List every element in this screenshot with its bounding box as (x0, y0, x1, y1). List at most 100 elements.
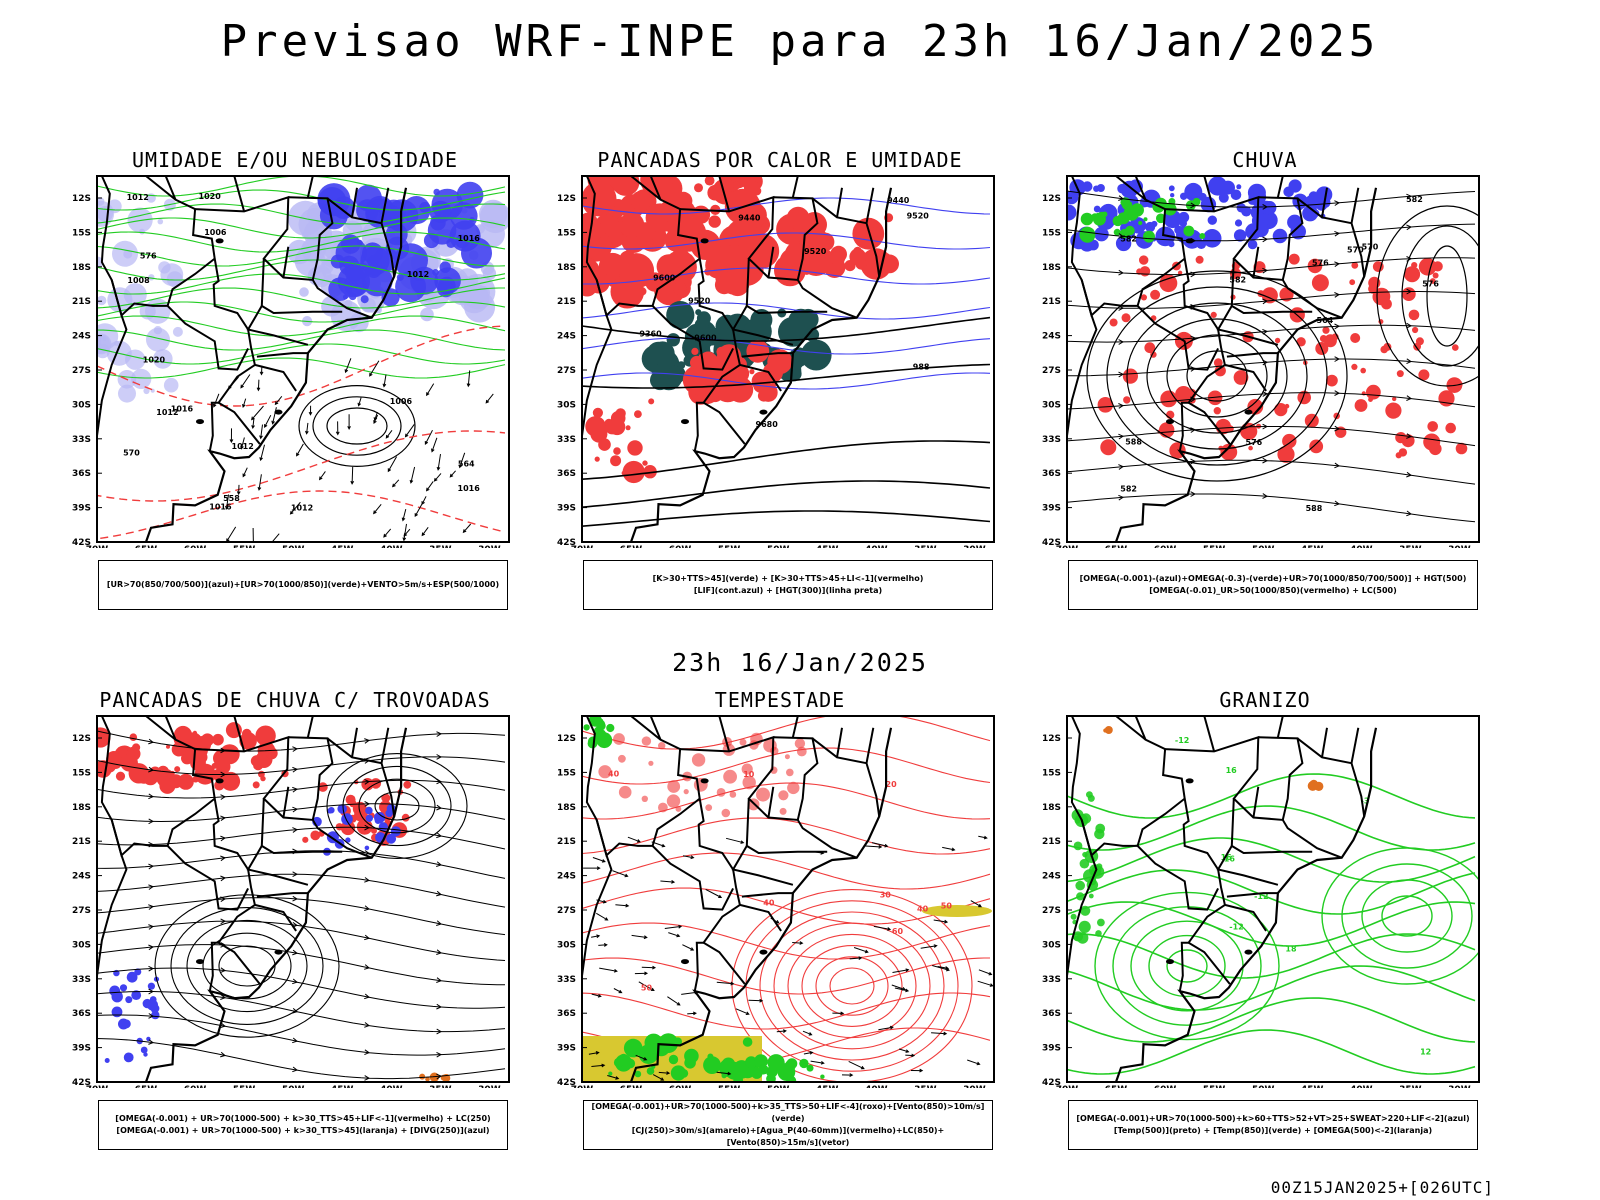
shaded-cell (1175, 386, 1193, 403)
lon-tick-label: 65W (620, 1085, 643, 1088)
border-line (101, 176, 261, 445)
contour-line (1067, 805, 1476, 851)
lon-tick-label: 65W (620, 545, 643, 548)
wind-vector (668, 932, 681, 938)
wind-vector (658, 1071, 671, 1075)
shaded-cell (749, 369, 755, 375)
wind-vector (891, 984, 907, 991)
wind-vector (705, 888, 723, 898)
shaded-cell (1074, 817, 1081, 824)
wind-vector (583, 866, 601, 871)
border-line (260, 798, 343, 855)
streamline-arrow (1334, 292, 1341, 298)
legend-line: [K>30+TTS>45](verde) + [K>30+TTS>45+LI<-… (652, 574, 924, 583)
streamline-arrow (1262, 204, 1269, 210)
shaded-cell (634, 1070, 642, 1078)
wind-vector (598, 943, 608, 947)
lat-tick-label: 39S (557, 1044, 576, 1054)
shaded-cell (139, 228, 145, 235)
border-line (1350, 187, 1360, 224)
shaded-cell (143, 387, 150, 395)
contour-line (154, 894, 340, 1038)
shaded-cell (433, 188, 441, 196)
wind-vector (344, 358, 352, 374)
lat-tick-label: 24S (72, 332, 91, 342)
lon-tick-label: 70W (571, 545, 594, 548)
lon-tick-label: 40W (380, 1085, 403, 1088)
streamline-arrow (436, 1003, 443, 1010)
streamline-arrow (364, 738, 371, 744)
streamline-arrow (220, 1051, 227, 1058)
streamline-arrow (364, 1022, 371, 1028)
wind-vector (433, 473, 442, 482)
shaded-cell (1218, 192, 1229, 203)
lat-tick-label: 15S (557, 768, 576, 778)
contour-label: 576 (1246, 438, 1263, 447)
shaded-cell (1177, 270, 1183, 275)
wind-vector (664, 924, 683, 929)
border-line (767, 246, 775, 278)
wind-vector (967, 1059, 981, 1066)
streamline (97, 1037, 506, 1080)
contour-line (582, 372, 991, 390)
lon-tick-label: 40W (1350, 545, 1373, 548)
shaded-cell (819, 240, 830, 251)
lon-tick-label: 60W (1154, 545, 1177, 548)
contour-line (1321, 847, 1479, 985)
shaded-cell (301, 231, 309, 239)
shaded-cell (420, 307, 434, 322)
wind-vector (591, 993, 602, 998)
shaded-cell (1073, 841, 1083, 851)
shaded-cell (371, 827, 377, 834)
shaded-cell (1282, 433, 1297, 449)
border-line (97, 819, 128, 984)
contour-label: 1020 (143, 356, 166, 365)
shaded-cell (1392, 396, 1397, 402)
shaded-cell (594, 456, 600, 462)
streamline-arrow (148, 1013, 155, 1019)
contour-label: -3 (1361, 797, 1370, 806)
shaded-cell (439, 261, 451, 273)
shaded-cell (585, 416, 606, 437)
contour-label: 9680 (756, 420, 779, 429)
border-line (380, 727, 390, 764)
shaded-cell (1123, 396, 1131, 404)
lat-tick-label: 27S (72, 366, 91, 376)
shaded-cell (1202, 229, 1222, 248)
shaded-cell (796, 746, 807, 757)
lon-tick-label: 60W (1154, 1085, 1177, 1088)
shaded-cell (115, 771, 126, 781)
lat-tick-label: 42S (72, 1078, 91, 1088)
shaded-cell (1096, 184, 1105, 192)
lat-tick-label: 30S (557, 940, 576, 950)
shaded-cell (666, 301, 695, 330)
shaded-cell (157, 218, 164, 225)
panel-title: CHUVA (1232, 148, 1298, 172)
border-line (282, 246, 290, 278)
lon-tick-label: 40W (865, 545, 888, 548)
coastline-west (545, 728, 580, 1082)
border-line (1165, 735, 1343, 859)
border-line (166, 797, 216, 847)
shaded-cell (374, 812, 386, 824)
streamline-arrow (1334, 230, 1341, 237)
shaded-cell (622, 460, 645, 484)
shaded-cell (482, 266, 497, 281)
shaded-cell (1429, 278, 1436, 284)
lake (1185, 238, 1194, 244)
shaded-cell (608, 418, 626, 436)
coastline-west (1030, 188, 1065, 542)
shaded-cell (1117, 183, 1127, 194)
contour-line (1166, 949, 1208, 983)
panel-title: UMIDADE E/OU NEBULOSIDADE (131, 148, 459, 172)
shaded-cell (396, 273, 404, 281)
shaded-cell (174, 766, 181, 773)
lat-tick-label: 18S (72, 263, 91, 273)
lake (1185, 778, 1194, 784)
lat-tick-label: 12S (1042, 734, 1061, 744)
lake (759, 949, 768, 955)
contour-line (1341, 863, 1473, 969)
wind-vector (871, 842, 889, 848)
shaded-cell (742, 1037, 753, 1047)
